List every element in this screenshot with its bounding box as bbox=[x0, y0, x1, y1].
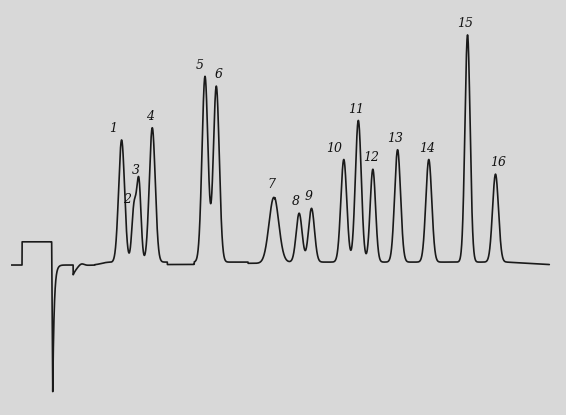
Text: 13: 13 bbox=[388, 132, 404, 145]
Text: 5: 5 bbox=[196, 59, 204, 71]
Text: 11: 11 bbox=[348, 103, 364, 115]
Text: 10: 10 bbox=[326, 142, 342, 155]
Text: 14: 14 bbox=[419, 142, 435, 155]
Text: 7: 7 bbox=[267, 178, 275, 191]
Text: 2: 2 bbox=[123, 193, 131, 206]
Text: 9: 9 bbox=[305, 190, 313, 203]
Text: 12: 12 bbox=[363, 151, 379, 164]
Text: 4: 4 bbox=[145, 110, 153, 123]
Text: 6: 6 bbox=[215, 68, 222, 81]
Text: 8: 8 bbox=[292, 195, 300, 208]
Text: 1: 1 bbox=[109, 122, 117, 135]
Text: 15: 15 bbox=[457, 17, 473, 30]
Text: 3: 3 bbox=[131, 164, 140, 177]
Text: 16: 16 bbox=[490, 156, 505, 169]
